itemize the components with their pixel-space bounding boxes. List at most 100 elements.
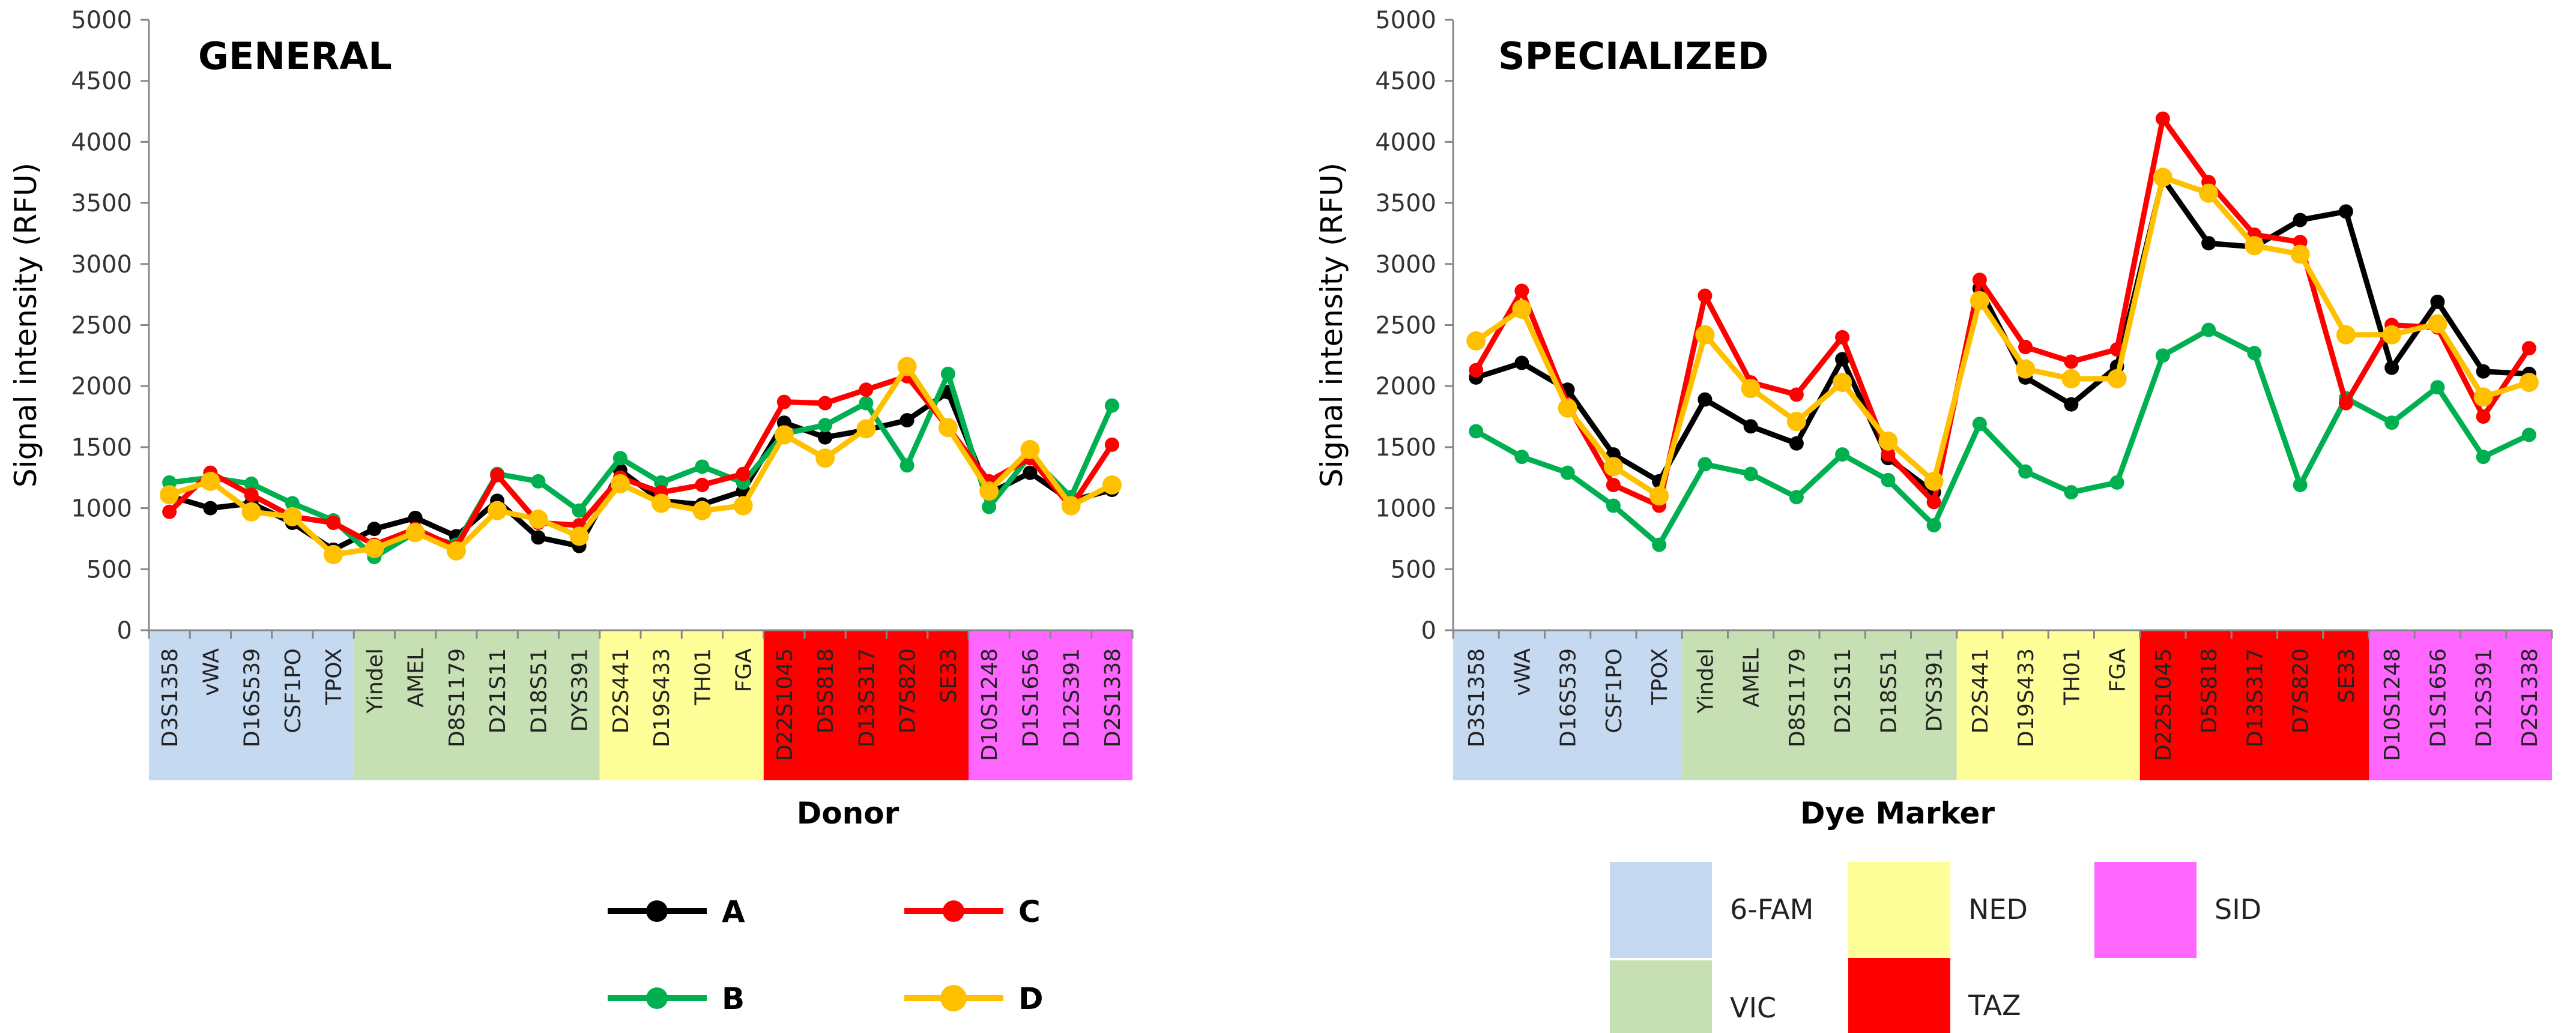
y-tick-label: 1500 <box>71 434 132 462</box>
data-point-d <box>405 523 425 543</box>
data-point-a <box>2064 397 2079 412</box>
data-point-b <box>818 418 833 433</box>
y-tick-label: 4500 <box>71 68 132 95</box>
data-point-a <box>899 413 915 428</box>
data-point-b <box>2521 427 2536 442</box>
data-point-d <box>1786 412 1806 432</box>
data-point-c <box>1835 330 1850 345</box>
data-point-c <box>1469 363 1484 378</box>
data-point-d <box>897 357 917 376</box>
dye-legend-label: 6-FAM <box>1730 893 1813 926</box>
legend-label: D <box>1018 981 1044 1016</box>
x-tick-label: D22S1045 <box>773 648 797 761</box>
dye-band-6-fam <box>149 630 354 780</box>
dye-band-vic <box>354 630 600 780</box>
x-tick-label: D22S1045 <box>2151 648 2176 761</box>
x-tick-label: DYS391 <box>568 648 593 732</box>
data-point-b <box>2155 348 2170 363</box>
series-d <box>1466 167 2539 506</box>
data-point-d <box>2016 359 2036 379</box>
x-tick-label: D3S1358 <box>158 648 183 747</box>
data-point-d <box>1512 300 1532 319</box>
dye-swatch <box>2094 862 2197 958</box>
legend-item-b: B <box>608 981 745 1016</box>
x-tick-label: SE33 <box>937 648 961 703</box>
dye-legend-item-taz: TAZ <box>1848 958 2021 1033</box>
data-point-b <box>2476 450 2491 465</box>
series-line-d <box>168 364 1113 558</box>
data-point-c <box>2155 111 2170 126</box>
data-point-d <box>1970 291 1989 310</box>
y-tick-label: 2000 <box>1375 373 1436 400</box>
data-point-d <box>2245 236 2264 256</box>
chart-title: SPECIALIZED <box>1498 34 1768 78</box>
data-point-b <box>1469 424 1484 439</box>
data-point-c <box>244 487 259 502</box>
data-point-b <box>612 451 627 466</box>
x-tick-label: D19S433 <box>2014 648 2039 747</box>
data-point-b <box>531 474 546 489</box>
data-point-b <box>572 503 587 518</box>
data-point-d <box>2061 369 2081 388</box>
data-point-b <box>1972 417 1987 432</box>
y-tick-label: 1000 <box>1375 495 1436 523</box>
dye-swatch <box>1848 958 1950 1033</box>
series-line-b <box>169 371 1115 560</box>
data-point-d <box>733 496 753 516</box>
legend-item-d: D <box>904 981 1044 1016</box>
dye-legend-item-sid: SID <box>2094 862 2261 958</box>
series-b <box>1469 322 2536 552</box>
data-point-d <box>282 507 302 526</box>
data-point-c <box>2521 341 2536 356</box>
data-point-b <box>1652 537 1667 552</box>
data-point-d <box>1020 439 1040 459</box>
data-point-a <box>2201 236 2216 251</box>
data-point-b <box>1743 466 1758 481</box>
y-tick-label: 2500 <box>1375 312 1436 340</box>
data-point-d <box>569 526 589 546</box>
data-point-a <box>818 430 833 445</box>
y-tick-label: 5000 <box>71 7 132 34</box>
dye-band-6-fam <box>1453 630 1683 780</box>
x-tick-label: vWA <box>199 648 223 696</box>
x-tick-label: TPOX <box>322 648 346 705</box>
y-axis-label: Signal intensity (RFU) <box>1314 163 1349 487</box>
y-axis-label: Signal intensity (RFU) <box>8 163 43 487</box>
dye-legend: Dye Marker 6-FAM VIC NED TAZ SID <box>1610 796 2261 1033</box>
data-point-b <box>1835 447 1850 462</box>
data-point-c <box>1972 273 1987 288</box>
x-tick-label: TPOX <box>1648 648 1672 705</box>
data-point-d <box>2290 244 2310 264</box>
data-point-d <box>1924 471 1944 491</box>
x-tick-label: DYS391 <box>1923 648 1947 732</box>
x-tick-label: D12S391 <box>1060 648 1084 747</box>
dye-band-ned <box>599 630 764 780</box>
data-point-b <box>982 499 997 514</box>
x-tick-label: D10S1248 <box>978 648 1002 761</box>
dye-swatch <box>1610 960 1712 1033</box>
x-tick-label: D2S1338 <box>1101 648 1125 747</box>
data-point-d <box>979 481 999 501</box>
x-tick-label: D21S11 <box>486 648 510 733</box>
series-d <box>160 357 1122 564</box>
x-tick-label: D21S11 <box>1831 648 1855 733</box>
data-point-c <box>2338 396 2353 411</box>
x-tick-label: AMEL <box>404 648 429 708</box>
data-point-d <box>1102 475 1122 495</box>
data-point-d <box>160 485 180 505</box>
dye-band-vic <box>1682 630 1957 780</box>
data-point-a <box>1743 419 1758 434</box>
data-point-c <box>2018 340 2033 355</box>
data-point-c <box>695 477 710 492</box>
data-point-b <box>2064 485 2079 500</box>
data-point-b <box>1926 518 1941 533</box>
dye-legend-label: NED <box>1968 893 2028 926</box>
data-point-b <box>1514 450 1529 465</box>
x-tick-label: Yindel <box>363 648 387 714</box>
data-point-c <box>1789 387 1804 402</box>
data-point-d <box>1878 431 1898 451</box>
dye-band-taz <box>2139 630 2369 780</box>
dye-legend-item-6-fam: 6-FAM <box>1610 862 1813 958</box>
dye-swatch <box>1848 862 1950 958</box>
legend-marker <box>646 987 668 1009</box>
